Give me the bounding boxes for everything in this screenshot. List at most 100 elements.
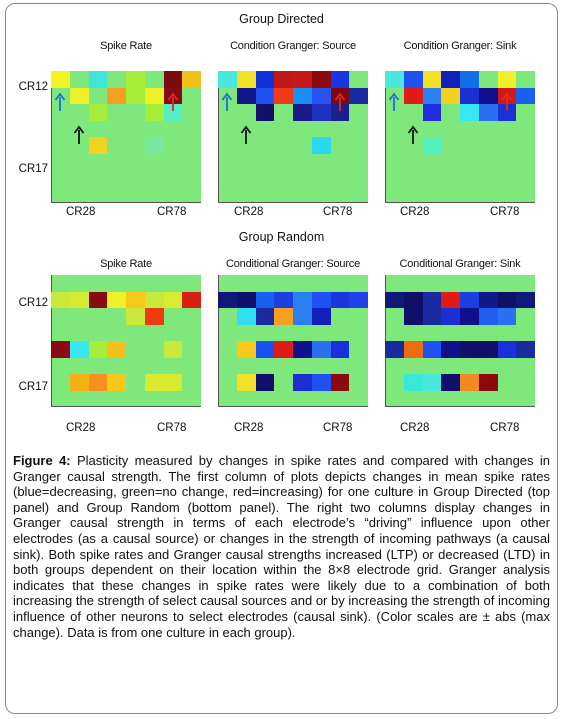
heatmap-cell <box>478 291 498 308</box>
heatmap-cell <box>88 341 108 358</box>
heatmap-cell <box>69 87 89 104</box>
heatmap-cell <box>497 71 517 88</box>
heatmap-cell <box>385 71 404 88</box>
heatmap-cell <box>311 104 331 121</box>
heatmap-cell <box>255 291 275 308</box>
heatmap-cell <box>144 87 164 104</box>
arrow-icon <box>501 92 513 111</box>
heatmap-cell <box>107 341 126 358</box>
caption-text: Plasticity measured by changes in spike … <box>13 453 550 640</box>
col-label-cr28-f: CR28 <box>400 422 430 434</box>
heatmap-cell <box>330 71 350 88</box>
heatmap-cell <box>163 104 183 121</box>
heatmap-cell <box>107 374 126 391</box>
heatmap-cell <box>236 291 256 308</box>
heatmap-cell <box>422 341 442 358</box>
heatmap-cell <box>274 71 293 88</box>
heatmap-cell <box>422 71 442 88</box>
heatmap-cell <box>163 87 183 104</box>
heatmap-cell <box>311 341 331 358</box>
heatmap-cell <box>478 374 498 391</box>
heatmap-cell <box>293 104 312 121</box>
heatmap-cell <box>441 308 460 325</box>
heatmap-cell <box>274 87 293 104</box>
heatmap-cell <box>330 87 350 104</box>
row-label-cr17-random: CR17 <box>18 381 48 393</box>
heatmap-cell <box>349 87 368 104</box>
arrow-icon <box>334 92 346 111</box>
heatmap-cell <box>385 341 404 358</box>
arrow-icon <box>167 92 179 111</box>
heatmap-spike-rate-random <box>51 275 201 407</box>
heatmap-cell <box>311 137 331 154</box>
arrow-icon <box>222 92 233 111</box>
col-label-cr28-b: CR28 <box>234 206 264 218</box>
heatmap-cell <box>144 308 164 325</box>
subplot-title-spike-rate-random: Spike Rate <box>100 258 152 270</box>
heatmap-cell <box>88 71 108 88</box>
col-label-cr28-a: CR28 <box>66 206 96 218</box>
heatmap-cell <box>422 308 442 325</box>
heatmap-cell <box>88 104 108 121</box>
heatmap-cell <box>163 291 183 308</box>
heatmap-cell <box>255 104 275 121</box>
heatmap-cell <box>422 137 442 154</box>
heatmap-cell <box>255 374 275 391</box>
heatmap-cell <box>88 137 108 154</box>
subplot-title-source-random: Conditional Granger: Source <box>225 258 360 270</box>
heatmap-cell <box>422 291 442 308</box>
heatmap-cell <box>403 291 423 308</box>
heatmap-cell <box>478 104 498 121</box>
heatmap-cell <box>497 341 517 358</box>
heatmap-cell <box>144 291 164 308</box>
heatmap-cell <box>497 308 517 325</box>
heatmap-cell <box>441 341 460 358</box>
heatmap-cell <box>330 341 350 358</box>
heatmap-cell <box>144 374 164 391</box>
col-label-cr78-c: CR78 <box>490 206 520 218</box>
heatmap-sink-directed <box>385 71 535 203</box>
row-label-cr12-random: CR12 <box>18 297 48 309</box>
heatmap-cell <box>349 291 368 308</box>
heatmap-cell <box>460 87 479 104</box>
heatmap-cell <box>311 291 331 308</box>
col-label-cr78-a: CR78 <box>157 206 187 218</box>
heatmap-source-directed <box>218 71 368 203</box>
heatmap-cell <box>107 291 126 308</box>
subplot-title-source-directed: Condition Granger: Source <box>230 40 356 52</box>
heatmap-cell <box>330 104 350 121</box>
row-label-cr17-directed: CR17 <box>18 163 48 175</box>
heatmap-cell <box>51 291 70 308</box>
heatmap-cell <box>126 87 145 104</box>
heatmap-cell <box>311 374 331 391</box>
heatmap-cell <box>422 374 442 391</box>
subplot-title-sink-directed: Condition Granger: Sink <box>403 40 517 52</box>
heatmap-cell <box>255 341 275 358</box>
heatmap-cell <box>330 291 350 308</box>
heatmap-cell <box>236 308 256 325</box>
heatmap-cell <box>330 374 350 391</box>
heatmap-cell <box>163 71 183 88</box>
arrow-icon <box>55 92 66 111</box>
heatmap-cell <box>441 87 460 104</box>
heatmap-cell <box>293 374 312 391</box>
heatmap-cell <box>69 374 89 391</box>
figure-caption: Figure 4: Plasticity measured by changes… <box>13 453 550 640</box>
heatmap-cell <box>497 104 517 121</box>
heatmap-cell <box>88 374 108 391</box>
heatmap-cell <box>460 291 479 308</box>
heatmap-cell <box>460 71 479 88</box>
heatmap-cell <box>385 291 404 308</box>
heatmap-cell <box>293 341 312 358</box>
col-label-cr28-d: CR28 <box>66 422 96 434</box>
heatmap-cell <box>126 71 145 88</box>
heatmap-cell <box>274 308 293 325</box>
heatmap-cell <box>69 291 89 308</box>
heatmap-cell <box>236 71 256 88</box>
heatmap-cell <box>460 341 479 358</box>
heatmap-cell <box>144 104 164 121</box>
subplot-title-sink-random: Conditional Granger: Sink <box>399 258 521 270</box>
heatmap-cell <box>403 87 423 104</box>
heatmap-cell <box>311 87 331 104</box>
heatmap-cell <box>403 308 423 325</box>
